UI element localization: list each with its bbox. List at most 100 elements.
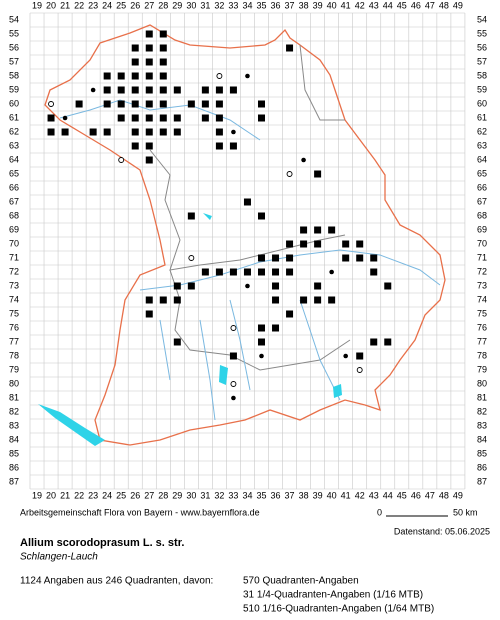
y-label: 71 — [477, 252, 487, 262]
credit: Arbeitsgemeinschaft Flora von Bayern - w… — [20, 507, 260, 517]
x-label: 33 — [228, 0, 238, 10]
record-square — [328, 296, 336, 304]
x-label: 46 — [411, 490, 421, 500]
x-label: 34 — [242, 490, 252, 500]
x-label: 49 — [453, 0, 463, 10]
x-label: 47 — [425, 0, 435, 10]
date: Datenstand: 05.06.2025 — [394, 526, 490, 536]
y-label: 72 — [9, 266, 19, 276]
record-square — [117, 100, 125, 108]
record-square — [131, 44, 139, 52]
record-square — [47, 114, 55, 122]
record-square — [159, 296, 167, 304]
record-square — [257, 114, 265, 122]
x-label: 20 — [46, 0, 56, 10]
y-label: 60 — [9, 98, 19, 108]
y-label: 86 — [9, 462, 19, 472]
x-label: 28 — [158, 0, 168, 10]
record-dot — [231, 129, 236, 135]
y-label: 77 — [477, 336, 487, 346]
x-label: 36 — [271, 490, 281, 500]
record-square — [117, 114, 125, 122]
record-square — [272, 254, 280, 262]
x-label: 25 — [116, 490, 126, 500]
y-label: 75 — [9, 308, 19, 318]
record-square — [201, 100, 209, 108]
record-square — [173, 114, 181, 122]
x-label: 24 — [102, 0, 112, 10]
scale-start: 0 — [377, 507, 382, 517]
record-square — [145, 128, 153, 136]
y-label: 55 — [477, 28, 487, 38]
x-label: 41 — [341, 490, 351, 500]
record-circle — [356, 367, 363, 373]
record-square — [61, 128, 69, 136]
record-square — [159, 86, 167, 94]
record-square — [272, 282, 280, 290]
x-label: 35 — [256, 490, 266, 500]
record-square — [103, 72, 111, 80]
record-dot — [245, 73, 250, 79]
x-label: 40 — [327, 490, 337, 500]
y-label: 87 — [477, 476, 487, 486]
y-label: 62 — [477, 126, 487, 136]
record-square — [145, 142, 153, 150]
x-label: 48 — [439, 490, 449, 500]
x-label: 31 — [200, 0, 210, 10]
record-square — [257, 100, 265, 108]
record-square — [328, 226, 336, 234]
y-label: 67 — [9, 196, 19, 206]
x-label: 29 — [172, 490, 182, 500]
x-label: 21 — [60, 0, 70, 10]
record-square — [131, 100, 139, 108]
record-square — [257, 338, 265, 346]
breakdown-item: 31 1/4-Quadranten-Angaben (1/16 MTB) — [243, 590, 423, 601]
record-square — [384, 282, 392, 290]
record-square — [145, 100, 153, 108]
record-dot — [301, 157, 306, 163]
record-square — [173, 86, 181, 94]
x-label: 41 — [341, 0, 351, 10]
record-square — [272, 296, 280, 304]
record-square — [187, 100, 195, 108]
x-label: 36 — [271, 0, 281, 10]
record-square — [145, 86, 153, 94]
record-square — [314, 226, 322, 234]
record-square — [173, 282, 181, 290]
record-square — [356, 352, 364, 360]
x-label: 45 — [397, 0, 407, 10]
record-square — [75, 100, 83, 108]
record-square — [215, 142, 223, 150]
x-label: 20 — [46, 490, 56, 500]
record-square — [229, 268, 237, 276]
record-square — [145, 72, 153, 80]
y-label: 64 — [9, 154, 19, 164]
record-square — [215, 268, 223, 276]
record-square — [257, 212, 265, 220]
record-square — [159, 44, 167, 52]
river — [59, 99, 441, 421]
y-label: 85 — [477, 448, 487, 458]
y-label: 80 — [477, 378, 487, 388]
record-square — [47, 128, 55, 136]
record-square — [159, 58, 167, 66]
record-square — [201, 86, 209, 94]
y-label: 59 — [9, 84, 19, 94]
y-label: 55 — [9, 28, 19, 38]
x-label: 22 — [74, 0, 84, 10]
records — [47, 30, 392, 401]
y-label: 54 — [477, 14, 487, 24]
y-label: 69 — [9, 224, 19, 234]
x-label: 25 — [116, 0, 126, 10]
y-label: 70 — [477, 238, 487, 248]
record-square — [243, 198, 251, 206]
y-label: 80 — [9, 378, 19, 388]
record-square — [370, 254, 378, 262]
x-label: 47 — [425, 490, 435, 500]
record-dot — [245, 283, 250, 289]
record-square — [159, 114, 167, 122]
x-label: 45 — [397, 490, 407, 500]
record-square — [286, 240, 294, 248]
x-label: 40 — [327, 0, 337, 10]
